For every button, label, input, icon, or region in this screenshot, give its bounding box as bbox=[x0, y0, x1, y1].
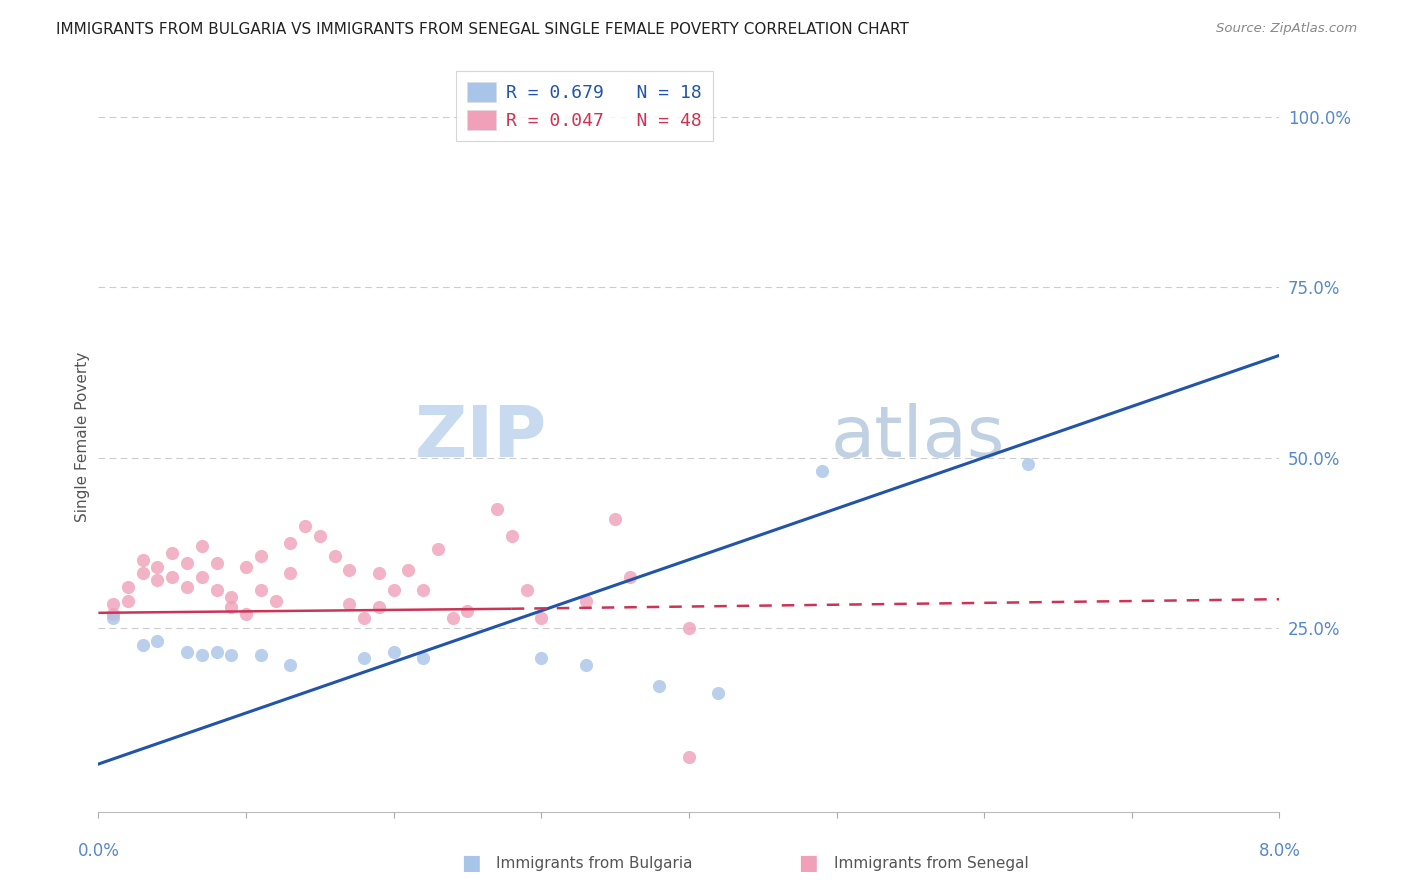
Point bbox=[367, 600, 389, 615]
Text: ■: ■ bbox=[799, 854, 818, 873]
Point bbox=[441, 610, 464, 624]
Point bbox=[146, 634, 169, 648]
Point bbox=[191, 539, 214, 553]
Point bbox=[250, 583, 273, 598]
Legend: R = 0.679   N = 18, R = 0.047   N = 48: R = 0.679 N = 18, R = 0.047 N = 48 bbox=[456, 71, 713, 141]
Point bbox=[103, 597, 125, 611]
Point bbox=[264, 593, 287, 607]
Point bbox=[678, 750, 700, 764]
Point bbox=[176, 580, 198, 594]
Point bbox=[250, 648, 273, 662]
Y-axis label: Single Female Poverty: Single Female Poverty bbox=[75, 352, 90, 522]
Point bbox=[205, 556, 228, 570]
Point bbox=[707, 685, 730, 699]
Point bbox=[308, 529, 332, 543]
Point bbox=[367, 566, 389, 581]
Point bbox=[205, 645, 228, 659]
Point bbox=[810, 464, 832, 478]
Point bbox=[219, 590, 242, 604]
Point bbox=[250, 549, 273, 564]
Point bbox=[132, 638, 155, 652]
Text: Immigrants from Senegal: Immigrants from Senegal bbox=[834, 856, 1029, 871]
Point bbox=[530, 651, 553, 665]
Point bbox=[117, 593, 139, 607]
Point bbox=[396, 563, 419, 577]
Point bbox=[191, 648, 214, 662]
Point bbox=[219, 648, 242, 662]
Point bbox=[337, 597, 360, 611]
Point bbox=[294, 518, 316, 533]
Point bbox=[678, 621, 700, 635]
Point bbox=[162, 570, 183, 584]
Point bbox=[456, 604, 478, 618]
Point bbox=[353, 651, 375, 665]
Point bbox=[235, 559, 257, 574]
Point bbox=[1017, 458, 1039, 472]
Point bbox=[485, 501, 508, 516]
Point bbox=[353, 610, 375, 624]
Point bbox=[412, 583, 434, 598]
Point bbox=[176, 645, 198, 659]
Point bbox=[501, 529, 523, 543]
Point bbox=[235, 607, 257, 622]
Point bbox=[117, 580, 139, 594]
Point bbox=[146, 573, 169, 587]
Point bbox=[103, 607, 125, 622]
Point bbox=[278, 658, 302, 673]
Point bbox=[146, 559, 169, 574]
Point bbox=[132, 552, 155, 566]
Point bbox=[103, 610, 125, 624]
Point bbox=[515, 583, 537, 598]
Text: IMMIGRANTS FROM BULGARIA VS IMMIGRANTS FROM SENEGAL SINGLE FEMALE POVERTY CORREL: IMMIGRANTS FROM BULGARIA VS IMMIGRANTS F… bbox=[56, 22, 910, 37]
Point bbox=[176, 556, 198, 570]
Point bbox=[648, 679, 671, 693]
Point bbox=[191, 570, 214, 584]
Text: Source: ZipAtlas.com: Source: ZipAtlas.com bbox=[1216, 22, 1357, 36]
Point bbox=[619, 570, 641, 584]
Text: atlas: atlas bbox=[831, 402, 1005, 472]
Point bbox=[426, 542, 449, 557]
Point bbox=[382, 645, 405, 659]
Point bbox=[219, 600, 242, 615]
Point bbox=[205, 583, 228, 598]
Point bbox=[278, 566, 302, 581]
Text: 0.0%: 0.0% bbox=[77, 842, 120, 860]
Point bbox=[605, 512, 627, 526]
Point bbox=[574, 658, 596, 673]
Point bbox=[574, 593, 596, 607]
Point bbox=[278, 535, 302, 549]
Point bbox=[412, 651, 434, 665]
Point bbox=[323, 549, 346, 564]
Point bbox=[162, 546, 183, 560]
Point bbox=[530, 610, 553, 624]
Text: ■: ■ bbox=[461, 854, 481, 873]
Point bbox=[337, 563, 360, 577]
Point bbox=[382, 583, 405, 598]
Text: 8.0%: 8.0% bbox=[1258, 842, 1301, 860]
Point bbox=[132, 566, 155, 581]
Text: ZIP: ZIP bbox=[415, 402, 547, 472]
Text: Immigrants from Bulgaria: Immigrants from Bulgaria bbox=[496, 856, 693, 871]
